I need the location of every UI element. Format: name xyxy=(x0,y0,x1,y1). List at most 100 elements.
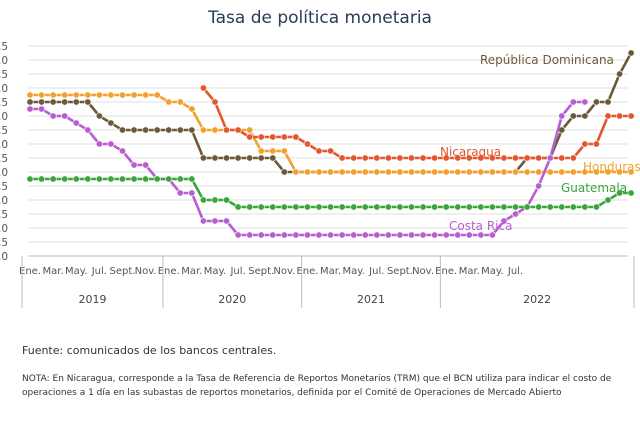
data-point xyxy=(234,126,242,134)
data-point xyxy=(592,98,600,106)
x-tick-label: Ene. xyxy=(158,266,180,277)
data-point xyxy=(199,196,207,204)
data-point xyxy=(84,126,92,134)
data-point xyxy=(49,175,57,183)
y-tick-label: 0,0 xyxy=(0,251,8,263)
x-tick-label: May. xyxy=(481,266,503,277)
data-point xyxy=(512,210,520,218)
line-chart: 0,0 0,5 1,0 1,5 2,0 2,5 3,0 3,5 4,0 4,5 5,0 5,5 6,0 6… xyxy=(0,41,640,308)
data-point xyxy=(558,154,566,162)
data-point xyxy=(616,112,624,120)
data-point xyxy=(350,203,358,211)
x-tick-label: Jul. xyxy=(368,266,384,277)
data-point xyxy=(61,175,69,183)
data-point xyxy=(223,154,231,162)
data-point xyxy=(84,98,92,106)
data-point xyxy=(199,126,207,134)
data-point xyxy=(211,217,219,225)
data-point xyxy=(72,175,80,183)
data-point xyxy=(512,203,520,211)
data-point xyxy=(257,203,265,211)
data-point xyxy=(535,154,543,162)
data-point xyxy=(442,231,450,239)
data-point xyxy=(535,203,543,211)
data-point xyxy=(419,154,427,162)
footnote: NOTA: En Nicaragua, corresponde a la Tas… xyxy=(22,374,612,399)
data-point xyxy=(477,154,485,162)
x-tick-label: May. xyxy=(342,266,364,277)
data-point xyxy=(569,168,577,176)
data-point xyxy=(153,175,161,183)
data-point xyxy=(627,49,635,57)
data-point xyxy=(465,154,473,162)
data-point xyxy=(292,203,300,211)
y-tick-label: 2,0 xyxy=(0,195,8,207)
data-point xyxy=(38,105,46,113)
data-point xyxy=(488,154,496,162)
data-point xyxy=(61,98,69,106)
data-point xyxy=(84,175,92,183)
y-tick-label: 2,5 xyxy=(0,181,8,193)
data-point xyxy=(546,154,554,162)
data-point xyxy=(373,154,381,162)
data-point xyxy=(199,154,207,162)
data-point xyxy=(176,175,184,183)
data-point xyxy=(407,168,415,176)
data-point xyxy=(523,154,531,162)
data-point xyxy=(234,203,242,211)
series-label: Honduras xyxy=(583,160,640,174)
data-point xyxy=(107,175,115,183)
y-tick-label: 4,5 xyxy=(0,125,8,137)
y-axis: 0,0 0,5 1,0 1,5 2,0 2,5 3,0 3,5 4,0 4,5 5,0 5,5 6,0 6… xyxy=(0,41,8,263)
x-tick-label: Ene. xyxy=(296,266,318,277)
x-tick-label: Sept. xyxy=(110,266,136,277)
data-point xyxy=(361,154,369,162)
data-point xyxy=(130,91,138,99)
data-point xyxy=(315,147,323,155)
data-point xyxy=(477,231,485,239)
data-point xyxy=(616,70,624,78)
data-point xyxy=(627,112,635,120)
data-point xyxy=(234,154,242,162)
data-point xyxy=(338,168,346,176)
data-point xyxy=(49,91,57,99)
data-point xyxy=(142,91,150,99)
data-point xyxy=(142,161,150,169)
data-point xyxy=(280,231,288,239)
data-point xyxy=(592,140,600,148)
data-point xyxy=(512,168,520,176)
year-label: 2022 xyxy=(523,293,551,306)
data-point xyxy=(72,119,80,127)
data-point xyxy=(361,231,369,239)
data-point xyxy=(246,126,254,134)
data-point xyxy=(315,203,323,211)
data-point xyxy=(292,231,300,239)
data-point xyxy=(488,203,496,211)
data-point xyxy=(569,98,577,106)
data-point xyxy=(95,91,103,99)
series-group xyxy=(26,49,635,239)
data-point xyxy=(477,203,485,211)
data-point xyxy=(188,105,196,113)
data-point xyxy=(477,168,485,176)
data-point xyxy=(118,147,126,155)
y-tick-label: 7,5 xyxy=(0,41,8,53)
data-point xyxy=(442,168,450,176)
data-point xyxy=(384,168,392,176)
series-labels: República Dominicana Honduras Nicaragua Cos… xyxy=(440,53,640,233)
data-point xyxy=(176,126,184,134)
data-point xyxy=(246,154,254,162)
data-point xyxy=(61,91,69,99)
data-point xyxy=(523,168,531,176)
data-point xyxy=(246,203,254,211)
data-point xyxy=(454,231,462,239)
data-point xyxy=(465,203,473,211)
data-point xyxy=(303,231,311,239)
data-point xyxy=(581,98,589,106)
data-point xyxy=(581,168,589,176)
data-point xyxy=(315,231,323,239)
data-point xyxy=(107,140,115,148)
data-point xyxy=(280,133,288,141)
data-point xyxy=(49,98,57,106)
year-label: 2021 xyxy=(357,293,385,306)
